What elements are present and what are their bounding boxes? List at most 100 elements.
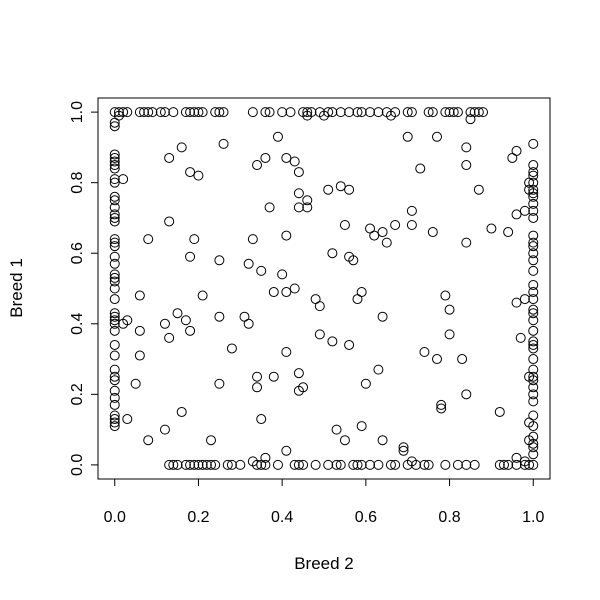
data-point xyxy=(457,354,468,365)
data-point xyxy=(176,406,187,417)
data-point xyxy=(302,110,313,121)
data-point xyxy=(385,110,396,121)
data-point xyxy=(281,347,292,357)
data-point xyxy=(356,459,367,470)
data-point xyxy=(406,205,417,216)
x-tick-label: 0.2 xyxy=(187,509,209,526)
data-point xyxy=(252,160,263,171)
data-point xyxy=(519,205,530,216)
data-point xyxy=(109,216,120,227)
data-point xyxy=(511,297,522,308)
data-point xyxy=(461,389,472,400)
data-point xyxy=(206,435,216,446)
data-point xyxy=(302,107,313,118)
data-point xyxy=(406,107,417,118)
data-point xyxy=(415,163,426,174)
data-point xyxy=(494,406,505,417)
data-point xyxy=(118,174,129,185)
data-point xyxy=(503,459,514,470)
data-point xyxy=(427,227,438,238)
data-point xyxy=(356,421,367,432)
data-point xyxy=(109,371,120,382)
data-point xyxy=(109,156,120,167)
data-point xyxy=(473,107,484,118)
data-point xyxy=(277,107,288,118)
data-point xyxy=(528,255,539,266)
data-point xyxy=(109,315,120,326)
data-point xyxy=(511,209,522,220)
data-point xyxy=(519,294,530,305)
x-axis: 0.0 0.2 0.4 0.6 0.8 1.0 xyxy=(104,478,544,526)
data-point xyxy=(109,385,120,396)
data-point xyxy=(365,459,376,470)
data-point xyxy=(402,107,413,118)
data-point xyxy=(402,131,413,142)
x-tick-label: 0.8 xyxy=(438,509,460,526)
data-point xyxy=(528,325,539,336)
data-point xyxy=(109,174,120,185)
data-point xyxy=(164,216,175,227)
data-point xyxy=(134,325,145,336)
data-point xyxy=(344,184,355,195)
data-point xyxy=(109,149,120,160)
data-point xyxy=(314,329,325,340)
data-point xyxy=(147,107,158,118)
data-point xyxy=(189,234,200,245)
data-point xyxy=(277,269,288,280)
data-point xyxy=(528,459,539,470)
data-point xyxy=(352,107,363,118)
x-tick-label: 0.0 xyxy=(104,509,126,526)
data-point xyxy=(109,339,120,350)
data-point xyxy=(109,237,120,248)
data-point xyxy=(528,265,539,276)
data-point xyxy=(197,107,208,118)
data-point xyxy=(281,230,292,241)
data-point xyxy=(528,198,539,209)
data-point xyxy=(293,167,304,178)
data-point xyxy=(109,121,120,132)
data-points xyxy=(109,107,539,470)
data-point xyxy=(268,371,279,382)
data-point xyxy=(189,107,200,118)
data-point xyxy=(444,304,455,315)
data-point xyxy=(130,378,141,389)
data-point xyxy=(310,459,321,470)
data-point xyxy=(168,107,179,118)
data-point xyxy=(109,318,120,329)
data-point xyxy=(281,152,292,163)
data-point xyxy=(511,145,522,156)
data-point xyxy=(344,107,355,118)
data-point xyxy=(197,459,208,470)
data-point xyxy=(185,167,196,178)
data-point xyxy=(159,107,170,118)
data-point xyxy=(210,107,221,118)
data-point xyxy=(172,308,183,319)
data-point xyxy=(189,459,200,470)
data-point xyxy=(109,410,120,421)
data-point xyxy=(256,265,267,276)
data-point xyxy=(143,435,154,446)
data-point xyxy=(528,212,539,223)
data-point xyxy=(335,181,346,192)
data-point xyxy=(528,279,539,290)
data-point xyxy=(122,414,133,425)
data-point xyxy=(113,107,124,118)
data-point xyxy=(473,184,484,195)
data-point xyxy=(419,459,430,470)
data-point xyxy=(461,237,472,248)
data-point xyxy=(264,202,275,213)
data-point xyxy=(139,107,150,118)
data-point xyxy=(436,399,447,410)
data-point xyxy=(528,248,539,259)
data-point xyxy=(289,156,300,167)
data-point xyxy=(503,227,514,238)
data-point xyxy=(390,220,401,230)
data-point xyxy=(339,220,350,230)
data-point xyxy=(252,371,263,382)
data-point xyxy=(109,417,120,428)
data-point xyxy=(348,459,359,470)
data-point xyxy=(109,308,120,319)
data-point xyxy=(180,107,191,118)
data-point xyxy=(528,336,539,347)
data-point xyxy=(109,209,120,220)
